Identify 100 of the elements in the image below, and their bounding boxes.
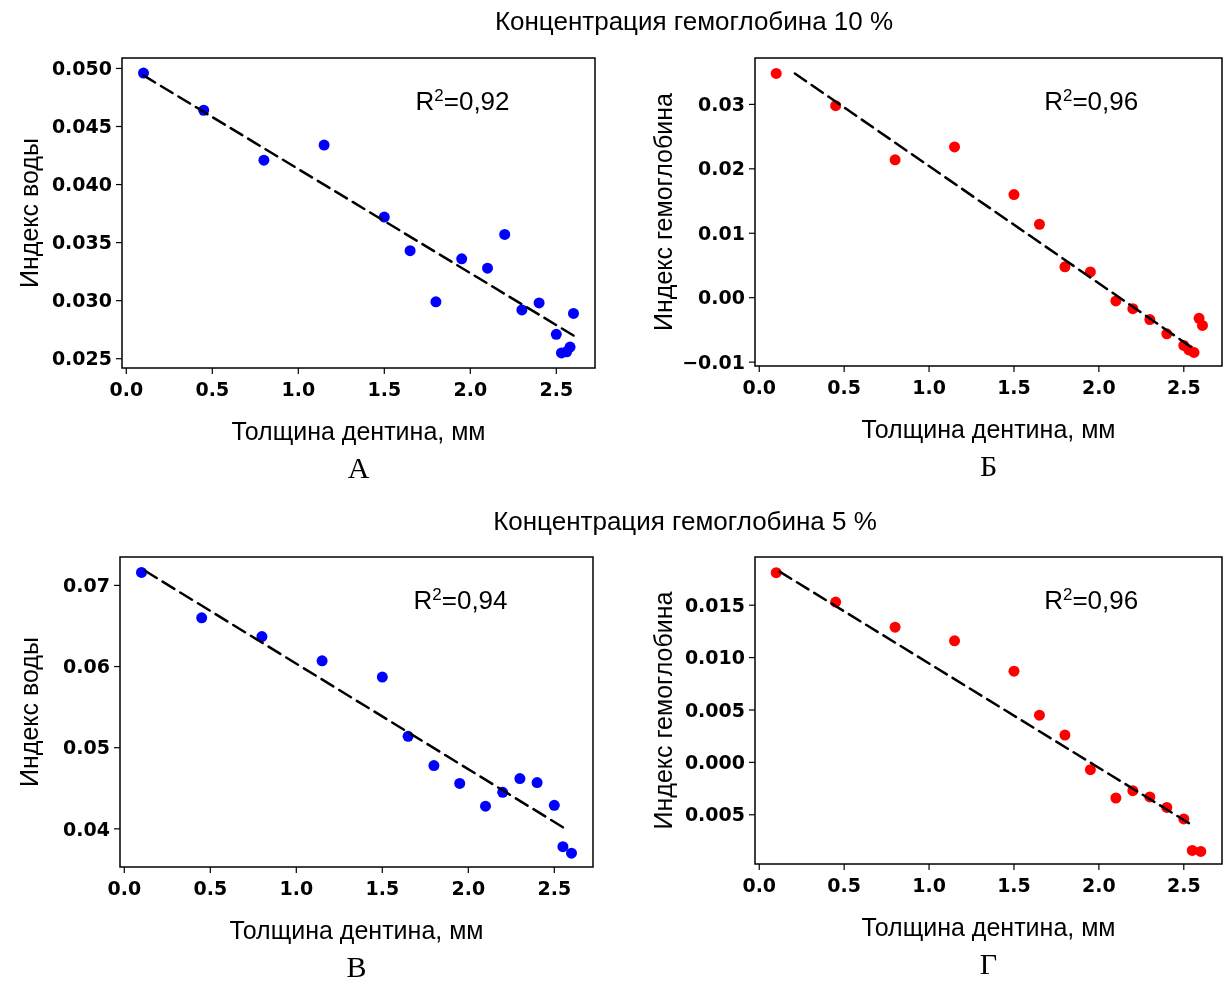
x-tick-label: 0.0	[107, 877, 142, 899]
y-tick-label: 0.025	[51, 347, 112, 370]
y-tick-label: 0.015	[684, 593, 745, 616]
point	[482, 262, 493, 274]
y-tick-label: 0.04	[63, 817, 110, 840]
point	[531, 777, 543, 789]
point	[376, 671, 388, 683]
x-axis-title: Толщина дентина, мм	[861, 415, 1116, 443]
y-tick-label: 0.005	[684, 803, 745, 826]
point	[1008, 189, 1020, 201]
x-tick-label: 0.0	[742, 874, 777, 896]
x-tick-label: 0.5	[827, 376, 861, 398]
y-tick-label: 0.01	[698, 221, 745, 244]
point	[949, 635, 961, 647]
y-axis-title: Индекс гемоглобина	[649, 591, 677, 830]
y-tick-label: 0.045	[51, 115, 112, 138]
text: Б	[979, 449, 998, 482]
point	[454, 777, 466, 789]
point	[456, 253, 468, 265]
y-axis-title: Индекс воды	[15, 637, 43, 787]
x-tick-label: 2.0	[451, 877, 486, 899]
annotation: R$^{2}$=0,96	[1044, 85, 1139, 116]
y-tick-label: −0.01	[682, 350, 745, 373]
point	[568, 307, 579, 319]
annotation: R$^{2}$=0,92	[415, 85, 510, 116]
x-tick-label: 1.5	[997, 874, 1031, 896]
text: В	[346, 950, 367, 983]
point	[1196, 319, 1208, 331]
point	[550, 328, 562, 340]
point	[564, 341, 576, 353]
x-tick-label: 2.0	[1082, 874, 1116, 896]
text: Г	[979, 947, 998, 980]
point	[1033, 709, 1045, 721]
point	[499, 228, 511, 240]
y-tick-label: 0.07	[63, 574, 110, 597]
point	[533, 297, 545, 309]
point	[1059, 261, 1071, 273]
x-tick-label: 1.0	[279, 877, 314, 899]
y-tick-label: 0.000	[684, 751, 745, 774]
x-tick-label: 2.0	[453, 378, 488, 400]
y-tick-label: 0.040	[51, 173, 112, 196]
text: Концентрация гемоглобина 5 %	[493, 506, 877, 536]
x-tick-label: 0.0	[109, 378, 144, 400]
x-tick-label: 1.5	[365, 877, 400, 899]
y-axis-title: Индекс воды	[15, 138, 43, 288]
point	[770, 67, 782, 79]
point	[1059, 729, 1071, 741]
x-axis-title: Толщина дентина, мм	[229, 916, 484, 944]
x-axis-title: Толщина дентина, мм	[231, 417, 486, 445]
y-tick-label: 0.02	[698, 157, 745, 180]
point	[1110, 792, 1122, 804]
point	[196, 612, 208, 624]
x-tick-label: 2.5	[1166, 376, 1201, 398]
point	[480, 800, 491, 812]
text: Концентрация гемоглобина 10 %	[494, 6, 894, 36]
point	[428, 760, 440, 772]
x-tick-label: 2.5	[1166, 874, 1201, 896]
point	[1188, 346, 1200, 358]
point	[258, 154, 270, 166]
x-tick-label: 0.0	[742, 376, 777, 398]
y-tick-label: 0.050	[51, 57, 112, 80]
x-tick-label: 1.0	[912, 874, 946, 896]
point	[516, 304, 528, 316]
x-tick-label: 2.5	[539, 378, 574, 400]
x-tick-label: 0.5	[193, 877, 228, 899]
point	[566, 847, 577, 859]
point	[889, 621, 901, 633]
point	[316, 655, 328, 667]
y-tick-label: 0.010	[684, 646, 745, 669]
point	[548, 799, 560, 811]
text: А	[347, 451, 370, 484]
point	[1084, 764, 1096, 776]
point	[1008, 665, 1020, 677]
y-axis-title: Индекс гемоглобина	[649, 93, 677, 331]
y-tick-label: 0.005	[684, 698, 745, 721]
x-tick-label: 2.5	[537, 877, 572, 899]
point	[1033, 218, 1045, 230]
point	[949, 141, 961, 153]
point	[318, 139, 330, 151]
y-tick-label: 0.03	[698, 93, 745, 116]
x-tick-label: 1.5	[367, 378, 402, 400]
point	[514, 773, 526, 785]
x-axis-title: Толщина дентина, мм	[861, 913, 1116, 941]
y-tick-label: 0.035	[51, 231, 112, 254]
annotation: R$^{2}$=0,94	[413, 584, 508, 615]
point	[557, 841, 569, 853]
point	[136, 566, 147, 578]
y-tick-label: 0.05	[63, 736, 110, 759]
y-tick-label: 0.00	[698, 286, 745, 309]
y-tick-label: 0.06	[63, 655, 110, 678]
point	[889, 154, 901, 166]
x-tick-label: 2.0	[1082, 376, 1116, 398]
x-tick-label: 0.5	[195, 378, 230, 400]
x-tick-label: 1.0	[281, 378, 316, 400]
point	[404, 245, 416, 257]
x-tick-label: 1.0	[912, 376, 946, 398]
point	[430, 296, 442, 308]
point	[1195, 845, 1207, 857]
annotation: R$^{2}$=0,96	[1044, 584, 1139, 615]
x-tick-label: 0.5	[827, 874, 861, 896]
